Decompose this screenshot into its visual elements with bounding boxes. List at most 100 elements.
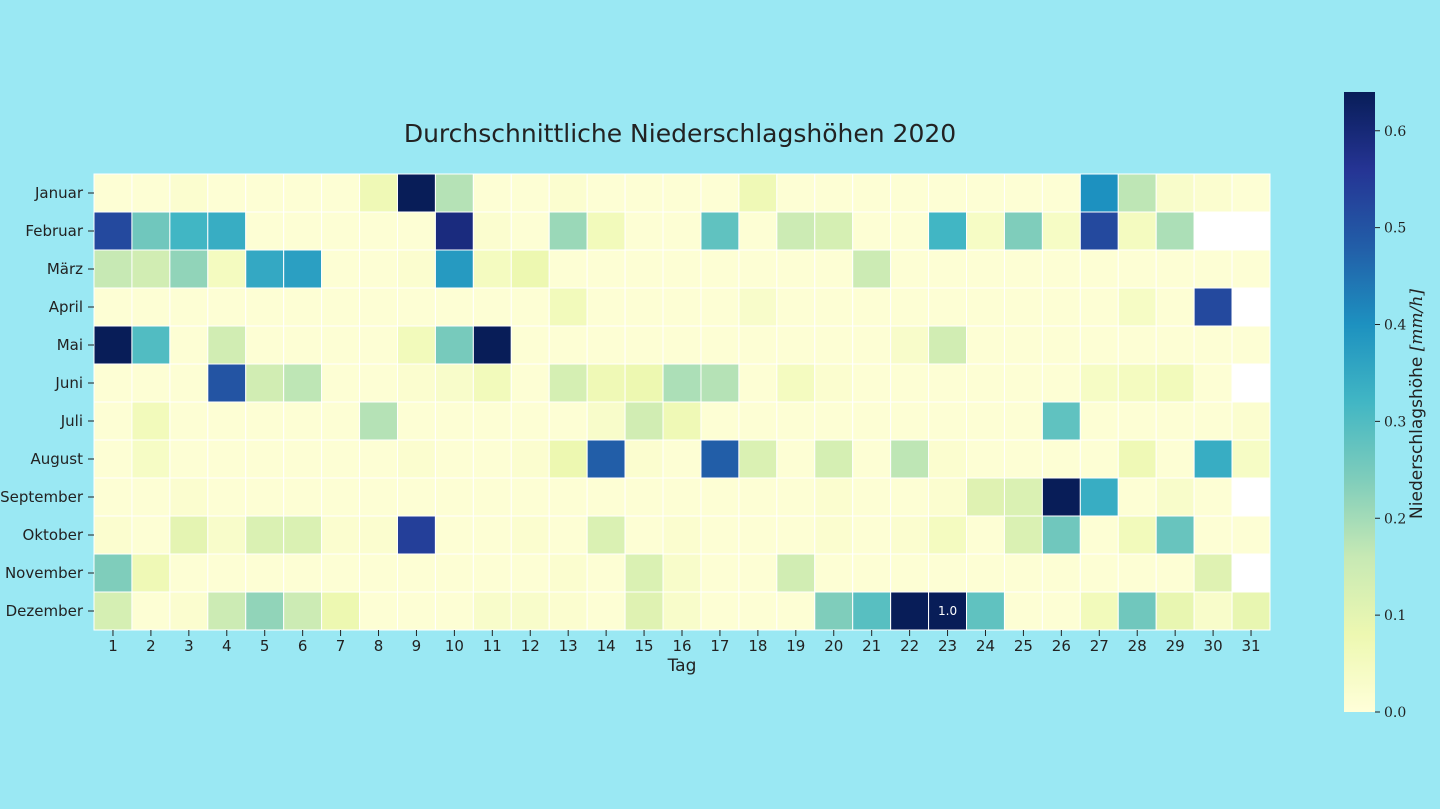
- heatmap-cell: [1079, 173, 1119, 213]
- heatmap-cell: [321, 477, 361, 517]
- heatmap-cell: [928, 363, 968, 403]
- heatmap-cell: [966, 287, 1005, 327]
- x-tick-label: 4: [222, 637, 232, 655]
- heatmap-cell: [359, 211, 398, 251]
- heatmap-cell: [1155, 211, 1195, 251]
- heatmap-cell: [586, 287, 626, 327]
- heatmap-cell: [93, 363, 133, 403]
- heatmap-cell: [283, 477, 323, 517]
- heatmap-cell: [434, 515, 474, 555]
- x-tick-label: 31: [1241, 637, 1260, 655]
- heatmap-cell: [1117, 325, 1157, 365]
- heatmap-cell: [1117, 439, 1157, 479]
- heatmap-cell: [700, 477, 740, 517]
- heatmap-cell: [928, 249, 968, 289]
- heatmap-cell: [1041, 439, 1081, 479]
- heatmap-cell: [510, 363, 550, 403]
- heatmap-cell: [359, 249, 398, 289]
- heatmap-cell: [131, 553, 171, 593]
- x-tick-label: 14: [597, 637, 616, 655]
- heatmap-cell: [434, 401, 474, 441]
- heatmap-cell: [928, 211, 968, 251]
- heatmap-cell: [852, 515, 892, 555]
- heatmap-cell: [472, 591, 512, 631]
- heatmap-cell: [131, 401, 171, 441]
- heatmap-cell: [890, 249, 930, 289]
- heatmap-cell: [852, 591, 892, 631]
- colorbar-tick-label: 0.4: [1384, 318, 1406, 334]
- heatmap-cell: [928, 173, 968, 213]
- heatmap-cell: [852, 211, 892, 251]
- heatmap-cell: [662, 401, 702, 441]
- heatmap-cell: [359, 477, 398, 517]
- heatmap-cell: [207, 591, 247, 631]
- heatmap-cell: [1117, 287, 1157, 327]
- heatmap-cell: [93, 173, 133, 213]
- y-tick-label: Juni: [54, 374, 83, 392]
- x-tick-label: 13: [559, 637, 578, 655]
- heatmap-cell: [1079, 325, 1119, 365]
- heatmap-cell: [131, 515, 171, 555]
- heatmap-cell: [890, 439, 930, 479]
- heatmap-cell: [1079, 553, 1119, 593]
- heatmap-cell: [890, 477, 930, 517]
- y-tick-label: März: [47, 260, 83, 278]
- heatmap-cell: [890, 591, 930, 631]
- heatmap-cell: [928, 287, 968, 327]
- heatmap-cell: [814, 477, 854, 517]
- heatmap-cell: [1193, 591, 1233, 631]
- heatmap-cell: [1231, 287, 1271, 327]
- heatmap-cell: [852, 249, 892, 289]
- heatmap-cell: [283, 363, 323, 403]
- heatmap-cell: [814, 401, 854, 441]
- heatmap-cell: [169, 363, 209, 403]
- heatmap-cell: [245, 477, 285, 517]
- heatmap-cell: [131, 477, 171, 517]
- heatmap-cell: [434, 363, 474, 403]
- heatmap-cell: [1231, 553, 1271, 593]
- heatmap-cell: [662, 211, 702, 251]
- heatmap-cell: [321, 553, 361, 593]
- heatmap-cell: [93, 401, 133, 441]
- heatmap-cell: [586, 325, 626, 365]
- heatmap-cell: [321, 287, 361, 327]
- heatmap-cell: [359, 287, 398, 327]
- y-tick-label: August: [31, 450, 84, 468]
- heatmap-cell: [510, 249, 550, 289]
- heatmap-cell: [1155, 249, 1195, 289]
- heatmap-cell: [966, 553, 1005, 593]
- x-tick-label: 21: [862, 637, 881, 655]
- heatmap-cell: [814, 553, 854, 593]
- x-axis-day-labels: 1 2 3 4 5 6 7 8 9 10 11 12 13 14 15 16 17 18 19 20 21 22 23 24 2…: [108, 630, 1261, 655]
- x-tick-label: 11: [483, 637, 502, 655]
- heatmap-cell: [1117, 553, 1157, 593]
- heatmap-cell: [1003, 401, 1043, 441]
- y-tick-label: November: [5, 564, 84, 582]
- heatmap-cell: [245, 515, 285, 555]
- heatmap-cell: [548, 515, 588, 555]
- x-tick-label: 29: [1166, 637, 1185, 655]
- heatmap-cell: [624, 477, 664, 517]
- heatmap-cell: [738, 477, 778, 517]
- heatmap-cell: [738, 591, 778, 631]
- x-tick-label: 10: [445, 637, 464, 655]
- heatmap-cell: [169, 477, 209, 517]
- heatmap-cell: [283, 401, 323, 441]
- heatmap-cell: [359, 515, 398, 555]
- heatmap-cell: [814, 439, 854, 479]
- x-tick-label: 22: [900, 637, 919, 655]
- heatmap-cell: [434, 439, 474, 479]
- heatmap-cell: [1079, 401, 1119, 441]
- colorbar-tick-label: 0.0: [1384, 705, 1406, 721]
- heatmap-cell: [814, 249, 854, 289]
- heatmap-cell: [245, 553, 285, 593]
- heatmap-cell: [396, 287, 436, 327]
- heatmap-cell: [1041, 477, 1081, 517]
- heatmap-cell: [700, 515, 740, 555]
- heatmap-cell: [1155, 401, 1195, 441]
- heatmap-cell: [131, 211, 171, 251]
- heatmap-cell: [662, 173, 702, 213]
- heatmap-cell: [548, 401, 588, 441]
- heatmap-cell: [434, 325, 474, 365]
- heatmap-cell: [1041, 515, 1081, 555]
